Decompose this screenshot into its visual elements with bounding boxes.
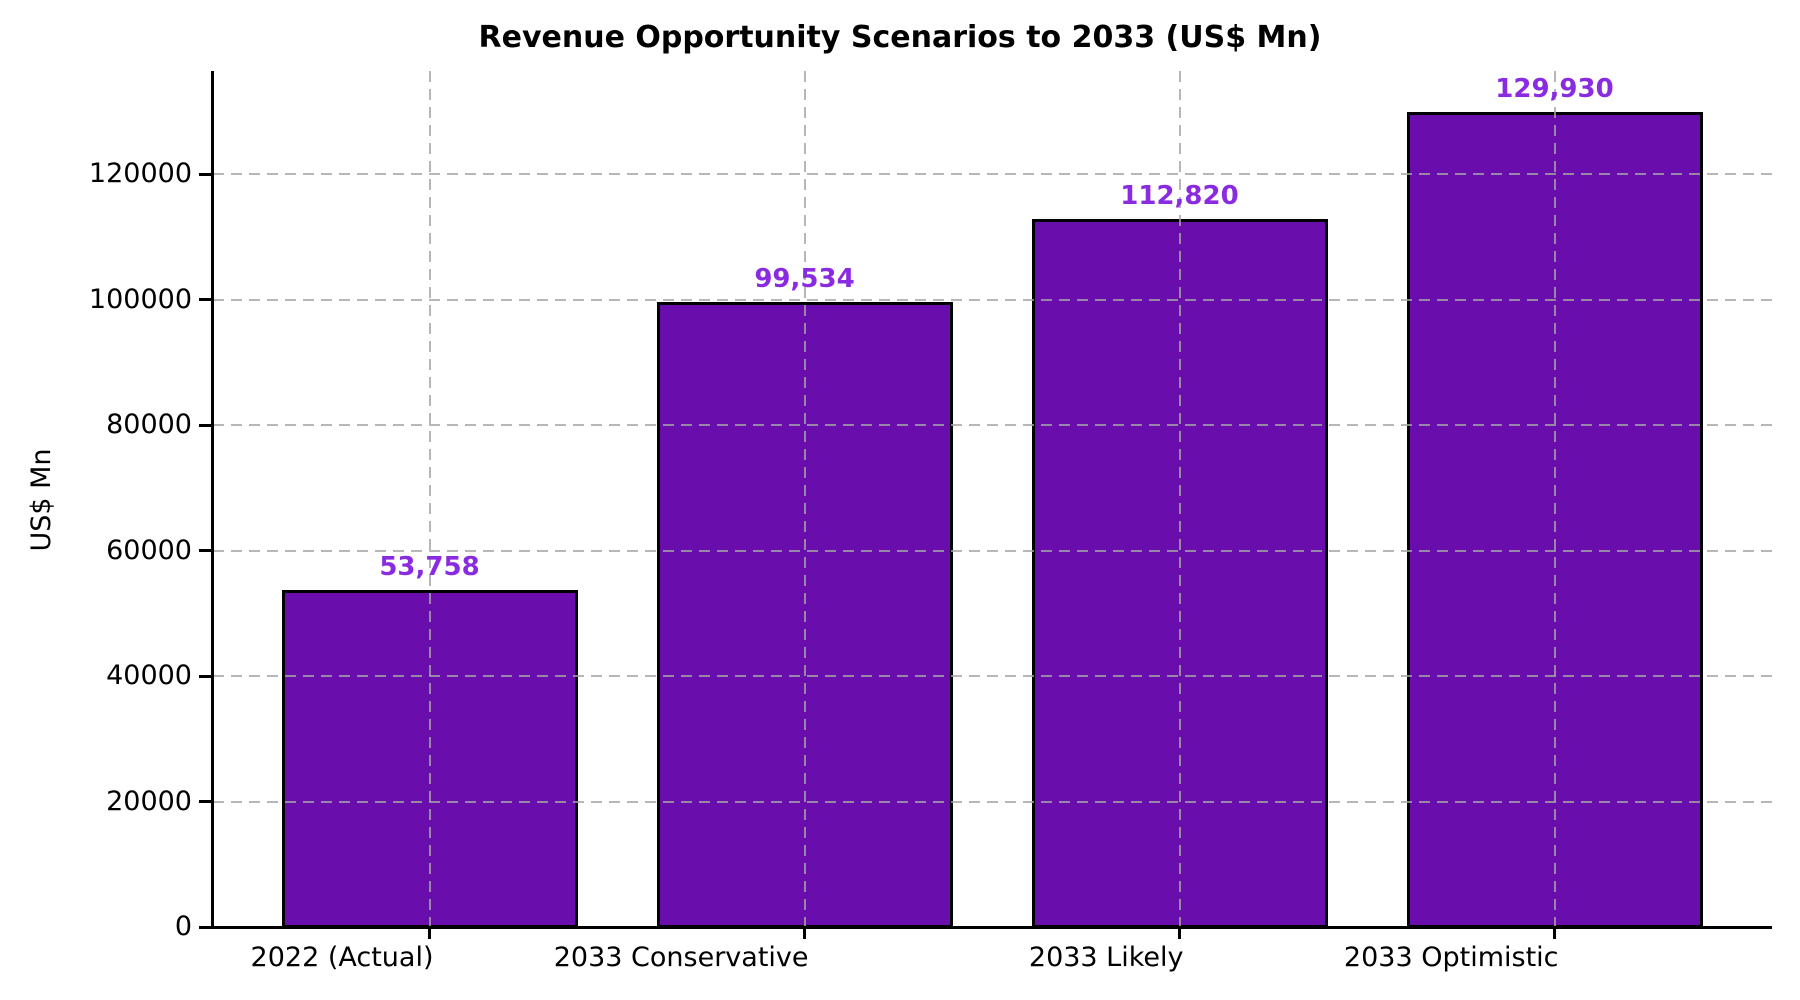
y-tick-label: 20000 xyxy=(106,785,192,817)
x-axis-spine xyxy=(210,925,1772,929)
x-tick-label: 2033 Optimistic xyxy=(1343,942,1559,973)
y-tick-mark xyxy=(199,925,212,929)
x-tick-mark xyxy=(803,927,806,939)
y-tick-mark xyxy=(199,800,212,803)
x-tick-mark xyxy=(1553,927,1556,939)
chart-title: Revenue Opportunity Scenarios to 2033 (U… xyxy=(478,20,1322,55)
v-gridline xyxy=(1553,71,1556,927)
x-tick-mark xyxy=(428,927,431,939)
y-tick-label: 80000 xyxy=(106,409,192,441)
y-tick-label: 0 xyxy=(174,911,192,942)
x-tick-label: 2022 (Actual) xyxy=(250,942,434,973)
x-tick-mark xyxy=(1178,927,1181,939)
h-gridline xyxy=(213,298,1772,301)
x-tick-label: 2033 Likely xyxy=(1028,942,1184,973)
y-tick-mark xyxy=(199,674,212,678)
v-gridline xyxy=(1178,71,1181,927)
y-tick-mark xyxy=(199,423,212,427)
h-gridline xyxy=(213,173,1772,176)
y-axis-spine xyxy=(210,71,214,929)
v-gridline xyxy=(803,71,806,927)
h-gridline xyxy=(213,549,1772,552)
bar-value-label: 53,758 xyxy=(379,551,480,582)
h-gridline xyxy=(213,800,1772,803)
h-gridline xyxy=(213,675,1772,678)
y-tick-label: 120000 xyxy=(88,158,192,190)
x-tick-label: 2033 Conservative xyxy=(553,942,809,973)
y-axis-label: US$ Mn xyxy=(26,448,57,552)
y-tick-label: 60000 xyxy=(106,534,192,566)
bar-value-label: 129,930 xyxy=(1495,73,1614,104)
y-tick-label: 40000 xyxy=(106,660,192,692)
bar-value-label: 99,534 xyxy=(754,264,855,295)
h-gridline xyxy=(213,424,1772,427)
y-tick-mark xyxy=(199,298,212,302)
bar-value-label: 112,820 xyxy=(1120,181,1239,212)
y-tick-mark xyxy=(199,172,212,176)
y-tick-label: 100000 xyxy=(88,283,192,315)
v-gridline xyxy=(428,71,431,927)
y-tick-mark xyxy=(199,549,212,553)
